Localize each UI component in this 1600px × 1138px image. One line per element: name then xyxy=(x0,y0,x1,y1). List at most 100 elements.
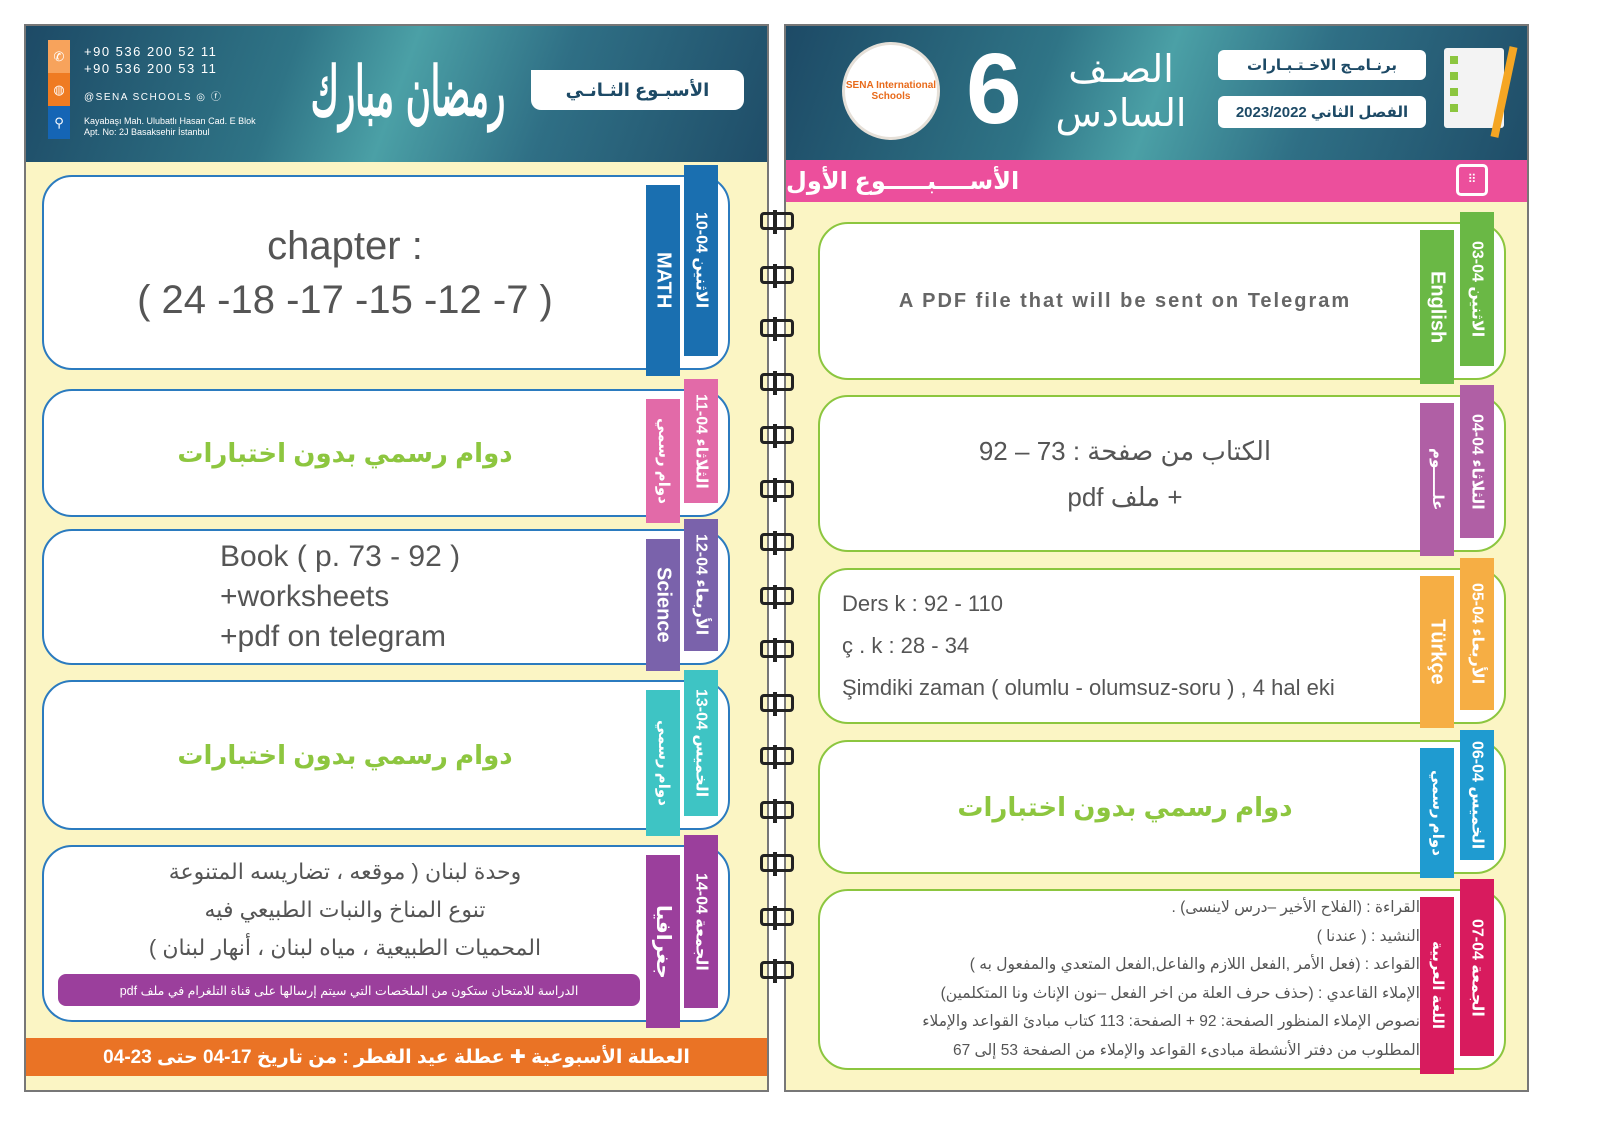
schedule-card xyxy=(818,568,1506,724)
binding-ring xyxy=(760,798,794,823)
subject-tab: دوام رسمي xyxy=(646,690,680,836)
right-page: SENA International Schools 6 الصـف الساد… xyxy=(784,24,1529,1092)
binding-ring xyxy=(760,905,794,930)
subject-tab: علـــــوم xyxy=(1420,403,1454,556)
schedule-card xyxy=(818,740,1506,874)
date-tab: الاثنين 04-03 xyxy=(1460,212,1494,366)
content-line: تنوع المناخ والنبات الطبيعي فيه xyxy=(204,896,486,922)
subject-tab: MATH xyxy=(646,185,680,376)
week-title: الأســــبـــــوع الأول xyxy=(786,167,1020,195)
social-text: @SENA SCHOOLS xyxy=(84,92,193,103)
content-line: المطلوب من دفتر الأنشطة مبادىء القواعد و… xyxy=(952,1041,1420,1059)
content-line: النشيد : ( عندنا ) xyxy=(1316,927,1420,945)
content-line: الكتاب من صفحة : 73 – 92 xyxy=(978,435,1272,466)
binding-ring xyxy=(760,424,794,448)
content-line: Book ( p. 73 - 92 ) xyxy=(220,540,461,573)
card-content: دوام رسمي بدون اختبارات xyxy=(50,686,640,824)
social-handle: @SENA SCHOOLS ◎ ⓕ xyxy=(84,88,222,103)
card-content: الكتاب من صفحة : 73 – 92 + ملف pdf xyxy=(830,401,1420,546)
grade-title: الصـف السادس xyxy=(1055,49,1187,135)
binding-ring xyxy=(760,210,794,234)
left-page: ✆ ◍ ⚲ +90 536 200 52 11 +90 536 200 53 1… xyxy=(24,24,769,1092)
location-icon: ⚲ xyxy=(48,106,70,139)
program-label: برنـامـج الاخـتـبـارات xyxy=(1218,50,1426,80)
content-line: + ملف pdf xyxy=(1067,481,1183,512)
schedule-card xyxy=(42,389,730,517)
facebook-icon[interactable]: ⓕ xyxy=(210,92,223,103)
date-tab: الثلاثاء 04-04 xyxy=(1460,385,1494,538)
content-line: وحدة لبنان ( موقعه ، تضاريسه المتنوعة xyxy=(168,858,522,884)
card-content: Book ( p. 73 - 92 ) +worksheets +pdf on te… xyxy=(50,535,640,659)
content-line: Ders k : 92 - 110 xyxy=(842,591,1003,616)
date-tab: الخميس 04-13 xyxy=(684,670,718,816)
phone-1: +90 536 200 52 11 xyxy=(84,44,218,59)
subject-tab: Türkçe xyxy=(1420,576,1454,728)
week-banner: الأســــبـــــوع الأول xyxy=(786,160,1527,202)
holiday-footer: العطلة الأسبوعية ✚ عطلة عيد الفطر : من ت… xyxy=(26,1038,767,1076)
schedule-card xyxy=(42,680,730,830)
date-tab: الأربعاء 04-12 xyxy=(684,519,718,651)
date-tab: الأربعاء 04-05 xyxy=(1460,558,1494,710)
content-line: القواعد : (فعل الأمر ,الفعل اللازم والفا… xyxy=(969,956,1420,973)
card-content: دوام رسمي بدون اختبارات xyxy=(50,395,640,511)
grade-number: 6 xyxy=(966,33,1022,145)
schedule-card xyxy=(818,222,1506,380)
binding-ring xyxy=(760,317,794,341)
content-line: نصوص الإملاء المنظور الصفحة: 92 + الصفحة… xyxy=(922,1013,1420,1030)
date-tab: الجمعة 04-07 xyxy=(1460,879,1494,1056)
binding-ring xyxy=(760,745,794,769)
card-content: القراءة : (الفلاح الأخير –درس لاينسى) . ا… xyxy=(830,895,1420,1064)
content-line: +pdf on telegram xyxy=(220,620,446,653)
subject-tab: English xyxy=(1420,230,1454,384)
contact-icons: ✆ ◍ ⚲ xyxy=(48,40,70,140)
content-line: القراءة : (الفلاح الأخير –درس لاينسى) . xyxy=(1171,899,1421,916)
schedule-card xyxy=(42,175,730,370)
schedule-card xyxy=(42,529,730,665)
address-1: Kayabaşı Mah. Ulubatlı Hasan Cad. E Blok xyxy=(84,116,256,126)
binding-ring xyxy=(760,584,794,609)
phone-icon: ✆ xyxy=(48,40,70,73)
card-content: chapter : ( 24 -18 -17 -15 -12 -7 ) xyxy=(50,181,640,364)
calendar-icon: ⠿ xyxy=(1456,164,1488,196)
week-label: الأسبـوع الثـانـي xyxy=(531,70,744,110)
content-line: chapter : xyxy=(267,223,423,268)
phone-2: +90 536 200 53 11 xyxy=(84,61,218,76)
card-content: وحدة لبنان ( موقعه ، تضاريسه المتنوعة تنو… xyxy=(50,851,640,968)
content-line: ç . k : 28 - 34 xyxy=(842,633,970,658)
date-tab: الثلاثاء 04-11 xyxy=(684,379,718,503)
globe-icon: ◍ xyxy=(48,73,70,106)
card-content: A PDF file that will be sent on Telegram xyxy=(830,228,1420,374)
school-logo: SENA International Schools xyxy=(842,42,940,140)
content-line: المحميات الطبيعية ، مياه لبنان ، أنهار ل… xyxy=(148,934,542,960)
content-line: ( 24 -18 -17 -15 -12 -7 ) xyxy=(137,277,553,322)
content-line: دوام رسمي بدون اختبارات xyxy=(957,791,1293,822)
content-line: الإملاء القاعدي : (حذف حرف العلة من اخر … xyxy=(940,984,1420,1002)
binding-ring xyxy=(760,263,794,288)
date-tab: الخميس 04-06 xyxy=(1460,730,1494,860)
subject-tab: دوام رسمي xyxy=(1420,748,1454,878)
subject-tab: اللغة العربية xyxy=(1420,897,1454,1074)
content-line: A PDF file that will be sent on Telegram xyxy=(898,289,1352,312)
content-line: +worksheets xyxy=(220,580,390,613)
instagram-icon[interactable]: ◎ xyxy=(196,92,207,103)
binding-ring xyxy=(760,370,794,395)
date-tab: الجمعة 04-14 xyxy=(684,835,718,1008)
binding-ring xyxy=(760,531,794,555)
binding-ring xyxy=(760,852,794,876)
date-tab: الاثنين 04-10 xyxy=(684,165,718,356)
binding-ring xyxy=(760,477,794,502)
left-header: ✆ ◍ ⚲ +90 536 200 52 11 +90 536 200 53 1… xyxy=(26,26,767,162)
card-content: دوام رسمي بدون اختبارات xyxy=(830,746,1420,868)
subject-tab: Science xyxy=(646,539,680,671)
binding-ring xyxy=(760,691,794,716)
right-header: SENA International Schools 6 الصـف الساد… xyxy=(786,26,1527,162)
telegram-note: الدراسة للامتحان ستكون من الملخصات التي … xyxy=(58,974,640,1006)
term-label: الفصل الثاني 2023/2022 xyxy=(1218,96,1426,128)
content-line: دوام رسمي بدون اختبارات xyxy=(177,437,513,468)
schedule-card xyxy=(818,395,1506,552)
binding-ring xyxy=(760,959,794,983)
ramadan-mubarak-logo: رمضان مبارك xyxy=(310,53,506,133)
subject-tab: دوام رسمي xyxy=(646,399,680,523)
address-2: Apt. No: 2J Basaksehir İstanbul xyxy=(84,127,210,137)
subject-tab: جغرافيا xyxy=(646,855,680,1028)
